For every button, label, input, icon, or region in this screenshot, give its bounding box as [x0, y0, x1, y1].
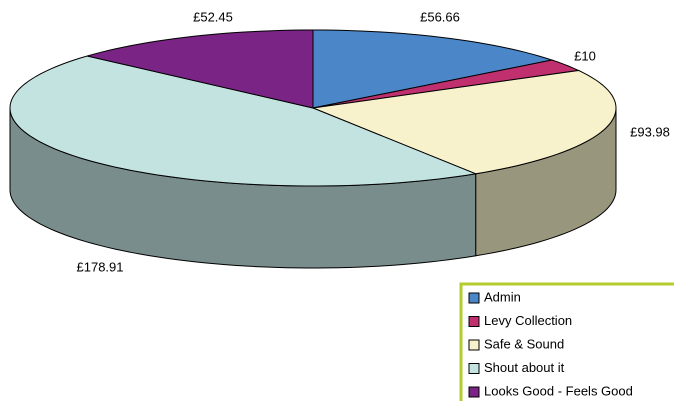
slice: [87, 29, 314, 109]
legend-label: Safe & Sound: [484, 336, 564, 351]
data-label: £56.66: [420, 9, 460, 24]
legend-label: Looks Good - Feels Good: [484, 383, 633, 398]
legend-border: [459, 282, 674, 401]
legend-label: Shout about it: [484, 360, 565, 375]
data-label: £10: [574, 48, 596, 63]
data-label: £93.98: [630, 124, 670, 139]
legend-swatch: [468, 339, 480, 351]
legend-swatch: [468, 386, 480, 398]
slice: [9, 55, 478, 187]
slice: [311, 69, 617, 175]
legend-swatch: [468, 363, 480, 374]
slice: [312, 29, 554, 109]
data-label: £178.91: [77, 259, 124, 274]
data-label: £52.45: [193, 9, 233, 24]
legend-swatch: [468, 316, 480, 327]
legend-label: Admin: [484, 289, 521, 304]
legend-label: Levy Collection: [484, 313, 572, 328]
legend-swatch: [468, 292, 480, 304]
